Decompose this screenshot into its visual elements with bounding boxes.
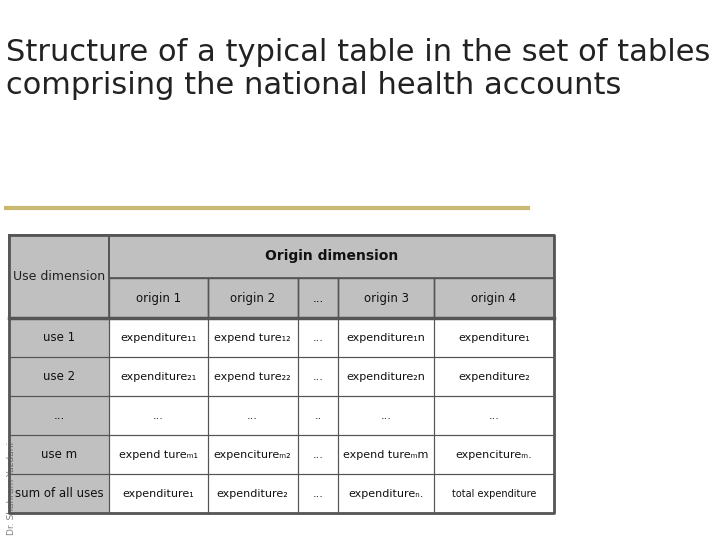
Text: Structure of a typical table in the set of tables
comprising the national health: Structure of a typical table in the set … <box>6 38 710 100</box>
Text: ...: ... <box>312 450 323 460</box>
Text: ...: ... <box>312 333 323 343</box>
Text: expenditure₂: expenditure₂ <box>217 489 289 498</box>
Bar <box>434 357 554 396</box>
Bar <box>207 319 297 357</box>
Bar <box>207 357 297 396</box>
Text: Dr. Shahram Yazdani: Dr. Shahram Yazdani <box>6 442 16 535</box>
Bar <box>434 396 554 435</box>
Text: expenditure₂n: expenditure₂n <box>347 372 426 382</box>
Bar <box>338 474 434 513</box>
Bar <box>9 357 109 396</box>
Text: use 1: use 1 <box>43 332 75 345</box>
Bar <box>297 357 338 396</box>
Bar <box>9 319 109 357</box>
Bar <box>338 435 434 474</box>
Bar <box>207 396 297 435</box>
Bar <box>297 435 338 474</box>
Text: expenditure₁: expenditure₁ <box>458 333 530 343</box>
Bar <box>434 319 554 357</box>
Bar <box>338 319 434 357</box>
Bar <box>297 278 338 319</box>
Bar <box>109 396 207 435</box>
Bar <box>109 357 207 396</box>
Bar <box>338 396 434 435</box>
Text: expenditure₁: expenditure₁ <box>122 489 194 498</box>
Text: ...: ... <box>53 409 65 422</box>
Text: expend tureₘ₁: expend tureₘ₁ <box>119 450 198 460</box>
Bar <box>109 435 207 474</box>
Text: ...: ... <box>488 410 499 421</box>
Text: origin 3: origin 3 <box>364 292 409 305</box>
Text: ...: ... <box>381 410 392 421</box>
Bar <box>297 396 338 435</box>
Text: use m: use m <box>41 448 77 461</box>
Bar <box>207 435 297 474</box>
Text: expenditure₂: expenditure₂ <box>458 372 530 382</box>
Text: expend ture₁₂: expend ture₁₂ <box>215 333 291 343</box>
Text: expenditure₁₁: expenditure₁₁ <box>120 333 197 343</box>
Text: expenditureₙ.: expenditureₙ. <box>348 489 424 498</box>
Bar <box>434 435 554 474</box>
Text: expencitureₘ.: expencitureₘ. <box>456 450 532 460</box>
Text: expenditure₂₁: expenditure₂₁ <box>120 372 197 382</box>
Bar <box>109 319 207 357</box>
Text: origin 4: origin 4 <box>472 292 516 305</box>
Bar <box>338 357 434 396</box>
Bar <box>9 396 109 435</box>
Text: total expenditure: total expenditure <box>451 489 536 498</box>
Text: origin 2: origin 2 <box>230 292 275 305</box>
Bar <box>9 235 109 319</box>
Text: ...: ... <box>312 489 323 498</box>
Bar <box>297 319 338 357</box>
Text: ..: .. <box>315 410 322 421</box>
Bar <box>434 278 554 319</box>
Bar <box>109 278 207 319</box>
Text: ...: ... <box>247 410 258 421</box>
Text: ...: ... <box>153 410 164 421</box>
Bar <box>207 474 297 513</box>
Bar <box>109 235 554 278</box>
Bar <box>297 474 338 513</box>
Text: ...: ... <box>312 372 323 382</box>
Text: use 2: use 2 <box>43 370 75 383</box>
Text: expencitureₘ₂: expencitureₘ₂ <box>214 450 292 460</box>
Text: expenditure₁n: expenditure₁n <box>347 333 426 343</box>
Text: expend ture₂₂: expend ture₂₂ <box>215 372 291 382</box>
Bar <box>207 278 297 319</box>
Text: Use dimension: Use dimension <box>13 270 105 283</box>
Bar <box>338 278 434 319</box>
Bar <box>434 474 554 513</box>
Bar <box>109 474 207 513</box>
Bar <box>9 435 109 474</box>
Text: ...: ... <box>312 292 323 305</box>
Text: Origin dimension: Origin dimension <box>265 249 398 264</box>
Bar <box>9 474 109 513</box>
Text: sum of all uses: sum of all uses <box>14 487 103 500</box>
Text: origin 1: origin 1 <box>136 292 181 305</box>
Text: expend tureₘm: expend tureₘm <box>343 450 429 460</box>
